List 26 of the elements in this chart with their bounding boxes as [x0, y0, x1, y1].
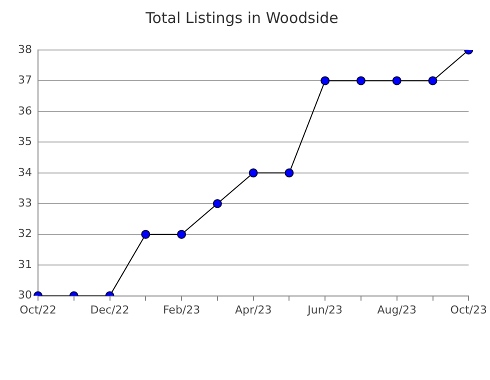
x-tick-label: Dec/22: [90, 303, 130, 316]
x-tick-label: Feb/23: [162, 303, 200, 316]
y-tick-label: 38: [18, 42, 32, 56]
y-tick-label: 30: [18, 288, 32, 302]
point: [428, 76, 438, 86]
y-tick-label: 32: [18, 227, 32, 240]
y-tick-label: 37: [18, 74, 32, 87]
x-tick-label: Oct/23: [450, 303, 488, 316]
y-tick-label: 35: [18, 135, 32, 148]
x-tick-label: Jun/23: [306, 303, 343, 316]
point: [177, 230, 186, 239]
point: [248, 168, 258, 178]
point: [392, 76, 402, 86]
point: [212, 199, 222, 208]
point: [320, 76, 330, 86]
x-tick-label: Aug/23: [377, 303, 416, 316]
y-tick-label: 33: [18, 196, 32, 210]
x-tick-label: Apr/23: [234, 303, 272, 316]
y-tick-label: 31: [18, 258, 32, 271]
point: [141, 230, 150, 239]
point: [284, 168, 294, 178]
x-tick-label: Oct/22: [20, 303, 56, 316]
point: [356, 76, 366, 86]
chart-title: Total Listings in Woodside: [144, 8, 338, 27]
y-tick-label: 36: [18, 104, 32, 118]
y-tick-label: 34: [18, 166, 32, 179]
